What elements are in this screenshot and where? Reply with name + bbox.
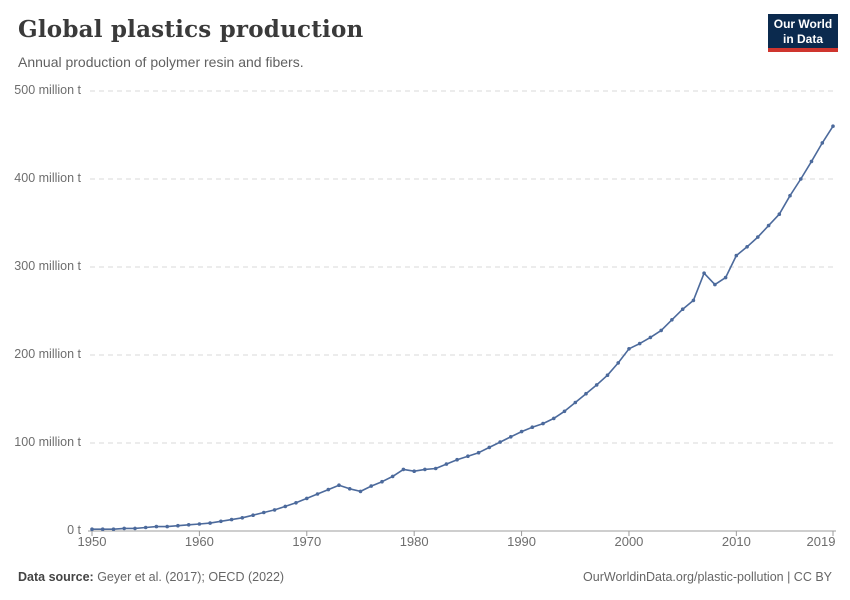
data-point (487, 445, 492, 450)
data-point (702, 271, 706, 275)
data-point (777, 212, 782, 216)
page-title: Global plastics production (18, 16, 364, 43)
data-point (627, 347, 631, 351)
data-point (433, 466, 438, 471)
data-point (659, 328, 663, 333)
page-subtitle: Annual production of polymer resin and f… (18, 54, 304, 70)
data-source-label: Data source: (18, 570, 94, 584)
data-point (519, 429, 524, 434)
data-point (154, 524, 159, 529)
chart-footer: Data source: Geyer et al. (2017); OECD (… (18, 570, 832, 584)
data-point (498, 440, 502, 444)
data-point (766, 223, 771, 228)
data-point (541, 421, 545, 426)
footer-citation: OurWorldinData.org/plastic-pollution | C… (583, 570, 832, 584)
data-point (745, 245, 749, 249)
x-axis-label: 1990 (507, 534, 537, 549)
data-point (111, 527, 116, 531)
data-point (466, 454, 470, 459)
data-point (390, 474, 395, 479)
data-point (605, 373, 610, 378)
y-axis-label: 200 million t (0, 347, 84, 361)
data-point (423, 467, 427, 472)
y-axis-label: 0 t (0, 523, 84, 537)
data-point (455, 457, 459, 462)
data-source: Data source: Geyer et al. (2017); OECD (… (18, 570, 284, 584)
y-axis-label: 500 million t (0, 83, 84, 97)
data-point (691, 298, 696, 303)
data-point (305, 496, 309, 501)
data-point (401, 467, 406, 472)
data-point (229, 517, 234, 522)
data-source-value: Geyer et al. (2017); OECD (2022) (93, 570, 285, 584)
data-point (358, 489, 363, 494)
data-point (594, 383, 599, 387)
data-line (91, 125, 834, 531)
data-point (670, 318, 674, 322)
data-point (186, 523, 191, 527)
data-point (820, 141, 825, 145)
data-point (283, 504, 288, 509)
y-axis-label: 300 million t (0, 259, 84, 273)
owid-logo: Our World in Data (768, 14, 838, 52)
x-axis-label: 1970 (292, 534, 322, 549)
x-axis-label: 2010 (721, 534, 751, 549)
data-point (680, 307, 685, 311)
data-point (90, 527, 94, 531)
data-point (133, 526, 137, 531)
data-point (734, 253, 739, 258)
data-point (788, 193, 792, 198)
data-point (584, 391, 588, 396)
data-point (197, 522, 202, 526)
data-point (809, 159, 814, 164)
data-point (262, 510, 266, 515)
data-point (562, 409, 567, 414)
data-point (100, 527, 105, 531)
data-point (799, 177, 803, 181)
data-point (251, 513, 255, 517)
y-axis-label: 400 million t (0, 171, 84, 185)
data-point (315, 492, 320, 496)
data-point (444, 462, 449, 466)
x-axis-label: 2019 (806, 534, 836, 549)
logo-line-1: Our World (773, 17, 833, 31)
data-point (573, 400, 578, 405)
data-point (530, 425, 535, 430)
x-axis-label: 1960 (184, 534, 214, 549)
x-axis-label: 1950 (77, 534, 107, 549)
data-point (831, 124, 835, 128)
data-point (509, 435, 513, 439)
data-point (294, 501, 298, 505)
data-point (337, 483, 341, 488)
x-axis-label: 1980 (399, 534, 429, 549)
data-point (552, 416, 556, 421)
data-point (208, 521, 212, 525)
data-point (476, 450, 481, 455)
data-point (616, 361, 620, 365)
data-point (165, 524, 169, 529)
data-point (219, 519, 223, 524)
data-point (176, 523, 180, 528)
data-point (347, 487, 352, 491)
data-point (272, 508, 277, 512)
data-point (412, 469, 417, 474)
data-point (240, 516, 245, 520)
x-axis-label: 2000 (614, 534, 644, 549)
data-point (380, 479, 384, 484)
data-point (723, 275, 728, 280)
data-point (369, 484, 374, 488)
data-point (122, 526, 126, 531)
data-point (143, 525, 148, 530)
data-point (648, 335, 653, 340)
data-point (713, 282, 717, 287)
data-point (637, 341, 642, 346)
logo-line-2: in Data (782, 32, 823, 46)
y-axis-label: 100 million t (0, 435, 84, 449)
plot-svg (88, 90, 836, 536)
data-point (326, 487, 331, 492)
data-point (756, 235, 760, 239)
